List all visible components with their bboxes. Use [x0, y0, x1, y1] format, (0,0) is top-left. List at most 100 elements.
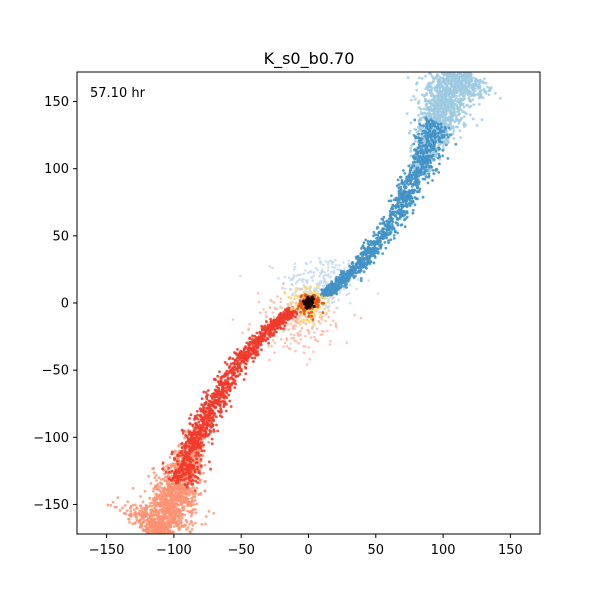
blue-particle — [428, 55, 431, 58]
blue-particle — [452, 66, 455, 69]
red-particle — [332, 296, 335, 299]
blue-particle — [429, 94, 433, 98]
blue-particle — [452, 86, 456, 90]
blue-particle — [423, 177, 427, 181]
blue-particle — [457, 68, 460, 71]
blue-particle — [416, 157, 420, 161]
red-particle — [157, 539, 160, 542]
blue-particle — [320, 288, 324, 292]
blue-particle — [460, 79, 464, 83]
blue-particle — [460, 69, 463, 72]
blue-particle — [457, 66, 460, 69]
blue-particle — [412, 173, 416, 177]
blue-particle — [444, 66, 447, 69]
blue-particle — [471, 98, 475, 102]
red-particle — [106, 503, 110, 507]
blue-particle — [431, 154, 434, 158]
blue-particle — [426, 148, 429, 151]
blue-particle — [324, 273, 327, 277]
red-particle — [147, 505, 150, 508]
blue-particle — [452, 66, 455, 69]
blue-particle — [428, 64, 431, 67]
blue-particle — [428, 60, 431, 63]
red-particle — [198, 478, 202, 482]
blue-particle — [316, 290, 319, 293]
blue-particle — [443, 60, 446, 63]
blue-particle — [452, 67, 455, 70]
red-particle — [177, 444, 180, 448]
blue-particle — [431, 133, 435, 136]
blue-particle — [411, 41, 414, 44]
blue-particle — [434, 59, 437, 62]
blue-particle — [455, 104, 459, 108]
blue-particle — [295, 274, 298, 278]
blue-particle — [447, 126, 451, 130]
red-particle — [264, 311, 268, 314]
blue-particle — [430, 55, 433, 58]
blue-particle — [379, 236, 383, 240]
red-particle — [153, 499, 156, 503]
blue-particle — [292, 268, 296, 271]
blue-particle — [438, 100, 441, 103]
blue-particle — [449, 105, 453, 108]
blue-particle — [412, 154, 416, 158]
blue-particle — [439, 68, 442, 71]
blue-particle — [461, 69, 464, 72]
blue-particle — [438, 140, 442, 144]
blue-particle — [459, 108, 463, 112]
blue-particle — [483, 90, 486, 93]
blue-particle — [291, 292, 295, 296]
blue-particle — [435, 65, 438, 68]
blue-particle — [289, 288, 293, 291]
red-particle — [282, 282, 285, 286]
blue-particle — [289, 342, 293, 346]
blue-particle — [449, 68, 452, 71]
blue-particle — [448, 64, 451, 67]
blue-particle — [411, 161, 415, 164]
blue-particle — [419, 107, 423, 111]
red-particle — [109, 503, 113, 507]
blue-particle — [345, 286, 348, 289]
red-particle — [192, 555, 195, 558]
red-particle — [328, 343, 332, 346]
blue-particle — [462, 69, 465, 72]
blue-particle — [287, 276, 291, 280]
blue-particle — [439, 85, 443, 89]
red-particle — [143, 489, 147, 493]
red-particle — [160, 540, 163, 543]
blue-particle — [435, 114, 439, 118]
red-particle — [203, 463, 207, 467]
blue-particle — [443, 118, 447, 121]
red-particle — [140, 509, 144, 513]
blue-particle — [457, 67, 460, 70]
red-particle — [168, 534, 171, 537]
red-particle — [268, 358, 271, 362]
blue-particle — [430, 58, 433, 61]
red-particle — [304, 334, 307, 338]
red-particle — [305, 363, 309, 366]
blue-particle — [448, 60, 451, 63]
blue-particle — [452, 63, 455, 66]
blue-particle — [436, 131, 440, 135]
blue-particle — [343, 271, 346, 274]
blue-particle — [425, 102, 429, 106]
blue-particle — [387, 241, 390, 245]
blue-particle — [457, 121, 461, 125]
red-particle — [188, 522, 191, 526]
blue-particle — [436, 95, 440, 99]
blue-particle — [457, 89, 461, 92]
blue-particle — [361, 244, 365, 247]
blue-particle — [328, 259, 332, 263]
blue-particle — [348, 273, 352, 276]
blue-particle — [460, 69, 463, 72]
red-particle — [302, 321, 305, 324]
red-particle — [152, 467, 156, 470]
blue-particle — [439, 91, 443, 95]
red-particle — [257, 300, 261, 304]
blue-particle — [432, 172, 436, 176]
blue-particle — [445, 57, 448, 60]
blue-particle — [305, 281, 309, 285]
red-particle — [293, 319, 297, 323]
blue-particle — [445, 86, 448, 90]
red-particle — [286, 323, 290, 326]
